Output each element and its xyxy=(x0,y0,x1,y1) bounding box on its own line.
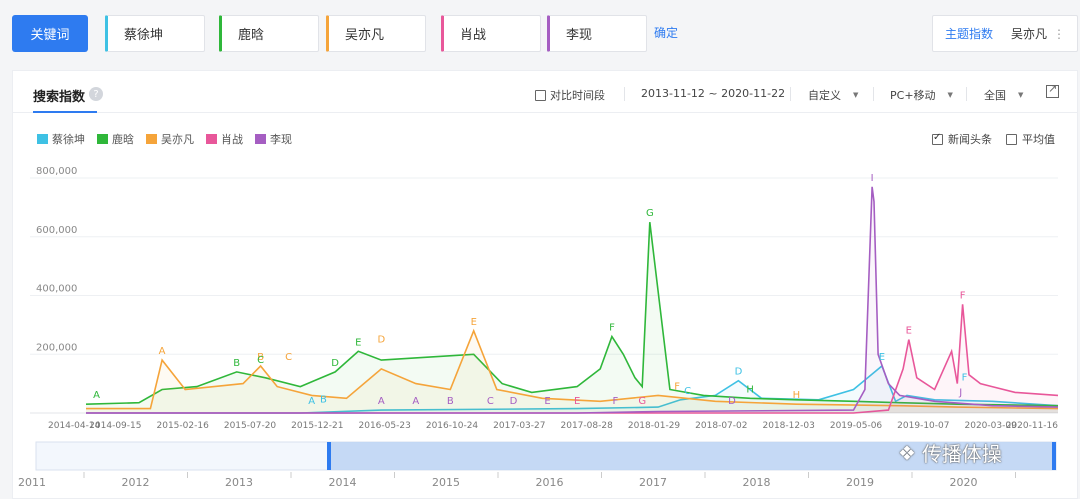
topic-index-value: 吴亦凡 xyxy=(1011,27,1048,41)
term-label: 蔡徐坤 xyxy=(124,28,164,43)
legend-item[interactable]: 鹿晗 xyxy=(97,131,134,147)
legend-label: 蔡徐坤 xyxy=(52,133,85,146)
compare-period-label: 对比时间段 xyxy=(550,89,605,102)
date-range-picker[interactable]: 2013-11-12 ~ 2020-11-22 xyxy=(641,87,785,100)
term-chip-caixukun[interactable]: 蔡徐坤 xyxy=(105,15,205,52)
custom-range-dropdown[interactable]: 自定义 ▼ xyxy=(808,87,858,103)
legend-swatch xyxy=(206,134,217,144)
legend-label: 李现 xyxy=(270,133,292,146)
custom-range-label: 自定义 xyxy=(808,89,841,102)
legend-swatch xyxy=(146,134,157,144)
watermark-text: 传播体操 xyxy=(921,442,1002,466)
term-chip-wuyifan[interactable]: 吴亦凡 xyxy=(326,15,426,52)
checkbox-icon[interactable] xyxy=(535,89,546,101)
term-label: 鹿晗 xyxy=(238,28,265,43)
term-label: 李现 xyxy=(566,28,593,43)
topic-index-link[interactable]: 主题指数 xyxy=(945,27,994,41)
divider xyxy=(873,87,874,101)
region-label: 全国 xyxy=(984,89,1006,102)
tab-search-index[interactable]: 搜索指数 xyxy=(33,90,86,105)
help-icon[interactable]: ? xyxy=(89,87,103,101)
divider xyxy=(966,87,967,101)
caret-down-icon: ▼ xyxy=(853,91,859,99)
compare-period-option[interactable]: 对比时间段 xyxy=(535,87,605,103)
chart-options: 新闻头条 平均值 xyxy=(932,131,1055,147)
external-link-icon[interactable] xyxy=(1046,82,1059,98)
checkbox-checked-icon[interactable] xyxy=(932,132,943,145)
watermark: ❖ 传播体操 xyxy=(898,438,1002,467)
divider xyxy=(624,87,625,101)
keyword-button[interactable]: 关键词 xyxy=(12,15,88,52)
legend-label: 鹿晗 xyxy=(112,133,134,146)
legend-item[interactable]: 蔡徐坤 xyxy=(37,131,85,147)
legend-item[interactable]: 肖战 xyxy=(206,131,243,147)
more-icon[interactable]: ⋮ xyxy=(1053,26,1066,41)
caret-down-icon: ▼ xyxy=(1018,91,1024,99)
caret-down-icon: ▼ xyxy=(947,91,953,99)
panel-header: 搜索指数 ? 对比时间段 2013-11-12 ~ 2020-11-22 自定义… xyxy=(13,71,1077,113)
term-chip-luhan[interactable]: 鹿晗 xyxy=(219,15,319,52)
device-dropdown[interactable]: PC+移动 ▼ xyxy=(890,87,953,103)
legend-swatch xyxy=(97,134,108,144)
average-label: 平均值 xyxy=(1022,133,1055,146)
legend-swatch xyxy=(255,134,266,144)
device-label: PC+移动 xyxy=(890,89,936,102)
checkbox-icon[interactable] xyxy=(1006,133,1017,145)
topic-index-box: 主题指数 吴亦凡 ⋮ xyxy=(932,15,1078,52)
confirm-link[interactable]: 确定 xyxy=(654,26,679,40)
tab-underline xyxy=(33,111,97,113)
term-label: 肖战 xyxy=(460,28,487,43)
divider xyxy=(790,87,791,101)
average-option[interactable]: 平均值 xyxy=(1006,131,1055,147)
wechat-icon: ❖ xyxy=(898,440,916,465)
region-dropdown[interactable]: 全国 ▼ xyxy=(984,87,1023,103)
legend-label: 吴亦凡 xyxy=(161,133,194,146)
legend-swatch xyxy=(37,134,48,144)
date-range-value: 2013-11-12 ~ 2020-11-22 xyxy=(641,87,786,100)
news-headlines-option[interactable]: 新闻头条 xyxy=(932,131,992,147)
term-chip-lixian[interactable]: 李现 xyxy=(547,15,647,52)
chart-legend: 蔡徐坤 鹿晗 吴亦凡 肖战 李现 xyxy=(37,131,292,147)
legend-item[interactable]: 李现 xyxy=(255,131,292,147)
news-headlines-label: 新闻头条 xyxy=(948,133,992,146)
term-label: 吴亦凡 xyxy=(345,28,385,43)
term-chip-xiaozhan[interactable]: 肖战 xyxy=(441,15,541,52)
keyword-toolbar: 关键词 蔡徐坤 鹿晗 吴亦凡 肖战 李现 确定 主题指数 吴亦凡 ⋮ xyxy=(0,0,1080,66)
search-index-panel: 搜索指数 ? 对比时间段 2013-11-12 ~ 2020-11-22 自定义… xyxy=(12,70,1078,499)
legend-label: 肖战 xyxy=(221,133,243,146)
legend-item[interactable]: 吴亦凡 xyxy=(146,131,194,147)
